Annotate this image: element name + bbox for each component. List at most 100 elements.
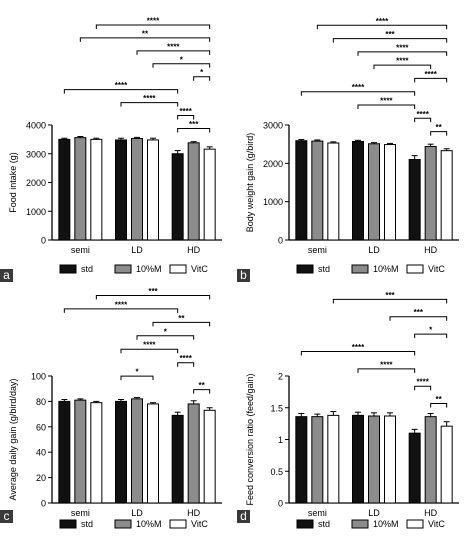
significance-label: **	[436, 395, 443, 404]
significance-label: ***	[148, 287, 158, 296]
significance-label: **	[178, 314, 185, 323]
category-label: semi	[308, 508, 327, 518]
category-label: HD	[187, 508, 200, 518]
significance-bracket	[63, 89, 179, 94]
significance-label: ****	[143, 341, 156, 350]
y-tick-label: 100	[31, 372, 46, 382]
bar-std-LD	[115, 400, 127, 504]
significance-label: ****	[416, 110, 429, 119]
legend-label-std: std	[81, 264, 93, 274]
significance-label: ****	[416, 378, 429, 387]
significance-bracket	[300, 91, 416, 96]
significance-bracket	[177, 128, 211, 133]
y-tick-label: 3000	[263, 121, 283, 131]
significance-label: *	[164, 327, 168, 336]
y-tick-label: 2000	[26, 178, 46, 188]
y-tick-label: 2000	[263, 159, 283, 169]
significance-bracket	[136, 50, 211, 55]
panel-letter: c	[4, 509, 10, 523]
bar-std-HD	[408, 432, 421, 504]
y-tick-label: 4000	[26, 121, 46, 131]
category-label: LD	[368, 508, 380, 518]
significance-label: ****	[396, 57, 409, 66]
legend-swatch-std	[296, 519, 314, 529]
significance-bracket	[357, 51, 448, 56]
legend-label-VitC: VitC	[428, 519, 445, 529]
significance-bracket	[63, 308, 179, 313]
category-label: HD	[424, 245, 437, 255]
significance-bracket	[332, 38, 448, 43]
bar-10%M-HD	[424, 145, 437, 241]
bar-VitC-LD	[384, 144, 396, 241]
legend-label-VitC: VitC	[191, 264, 208, 274]
significance-label: **	[436, 123, 443, 132]
significance-bracket	[414, 385, 432, 391]
category-label: HD	[424, 508, 437, 518]
significance-bracket	[95, 294, 211, 300]
bar-VitC-semi	[327, 142, 340, 241]
significance-label: ****	[179, 354, 192, 363]
significance-label: ****	[352, 83, 365, 92]
bar-10%M-semi	[311, 140, 324, 241]
panel-letter: b	[240, 268, 247, 282]
significance-label: ****	[396, 43, 409, 52]
y-tick-label: 0	[41, 499, 46, 509]
significance-label: ***	[414, 308, 424, 317]
significance-bracket	[300, 350, 416, 356]
y-tick-label: 1.5	[270, 403, 283, 413]
significance-label: *	[180, 55, 184, 64]
bar-10%M-HD	[187, 142, 200, 241]
significance-label: *	[200, 68, 204, 77]
bar-VitC-semi	[90, 138, 103, 241]
bar-std-HD	[171, 153, 184, 241]
category-label: HD	[187, 245, 200, 255]
legend-label-10%M: 10%M	[136, 264, 162, 274]
bar-10%M-LD	[368, 143, 380, 241]
y-axis-label: Average daily gain (g/bird/day)	[8, 379, 18, 501]
bar-10%M-LD	[131, 138, 143, 241]
chart-panel-d: 0 0.5 1 1.5 2 Feed conversion ratio (feed/gai…	[237, 291, 459, 529]
significance-bracket	[95, 24, 211, 29]
legend-label-VitC: VitC	[191, 519, 208, 529]
significance-bracket	[177, 362, 195, 367]
y-tick-label: 3000	[26, 149, 46, 159]
bar-VitC-HD	[203, 409, 216, 504]
bar-VitC-HD	[440, 150, 453, 241]
legend-label-std: std	[318, 519, 330, 529]
bar-std-semi	[58, 400, 71, 504]
bar-VitC-HD	[203, 148, 216, 241]
significance-label: ****	[115, 81, 128, 90]
bar-VitC-LD	[147, 139, 159, 241]
bar-VitC-HD	[440, 425, 453, 504]
significance-bracket	[193, 76, 211, 81]
significance-bracket	[332, 298, 448, 304]
legend-swatch-VitC	[169, 519, 187, 529]
significance-label: ****	[380, 96, 393, 105]
legend-label-10%M: 10%M	[373, 264, 399, 274]
significance-bracket	[177, 115, 195, 120]
significance-bracket	[193, 389, 211, 394]
legend-swatch-std	[59, 519, 77, 529]
legend-swatch-10%M	[351, 519, 369, 529]
significance-label: **	[199, 381, 206, 390]
significance-bracket	[152, 321, 211, 327]
y-tick-label: 80	[36, 397, 46, 407]
bar-std-HD	[171, 414, 184, 504]
significance-bracket	[414, 117, 432, 123]
bar-std-LD	[115, 139, 127, 241]
bar-10%M-LD	[131, 398, 143, 504]
significance-bracket	[414, 77, 448, 83]
panel-letter-box	[237, 269, 250, 282]
significance-bracket	[120, 348, 179, 354]
bar-10%M-HD	[187, 403, 200, 504]
panel-letter: a	[3, 268, 10, 282]
significance-label: ***	[385, 291, 395, 300]
significance-bracket	[357, 104, 416, 109]
category-label: LD	[131, 245, 143, 255]
significance-bracket	[389, 316, 448, 321]
y-tick-label: 40	[36, 448, 46, 458]
significance-bracket	[373, 64, 432, 70]
category-label: LD	[368, 245, 380, 255]
bar-VitC-semi	[90, 402, 103, 504]
